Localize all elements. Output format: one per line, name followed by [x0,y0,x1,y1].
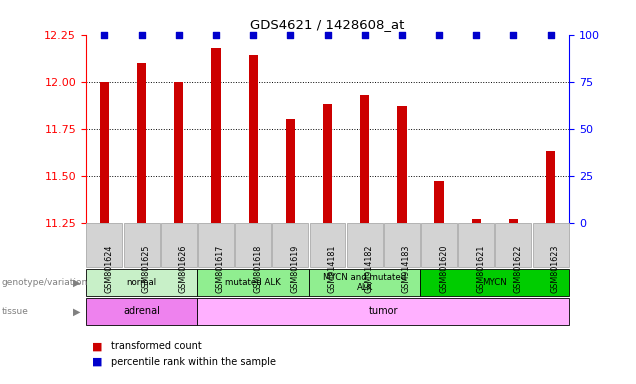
Bar [398,106,406,223]
Text: GSM801621: GSM801621 [476,245,485,293]
Text: ■: ■ [92,341,103,351]
Point [322,31,333,38]
Text: GSM914183: GSM914183 [402,245,411,293]
Bar [472,219,481,223]
Point [546,31,556,38]
Point [359,31,370,38]
Text: GSM914182: GSM914182 [364,245,374,293]
Text: percentile rank within the sample: percentile rank within the sample [111,357,276,367]
Text: tissue: tissue [1,307,28,316]
Text: GSM801624: GSM801624 [104,245,113,293]
Text: transformed count: transformed count [111,341,202,351]
Bar [509,219,518,223]
Text: GSM801623: GSM801623 [551,245,560,293]
Text: ▶: ▶ [73,278,81,288]
Bar [137,63,146,223]
Point [211,31,221,38]
Text: MYCN: MYCN [483,278,508,287]
Point [99,31,109,38]
Bar [434,181,444,223]
Text: GSM801625: GSM801625 [142,245,151,293]
Point [248,31,258,38]
Title: GDS4621 / 1428608_at: GDS4621 / 1428608_at [251,18,404,31]
Text: tumor: tumor [369,306,398,316]
Text: GSM914181: GSM914181 [328,245,336,293]
Point [434,31,444,38]
Point [137,31,147,38]
Text: MYCN and mutated
ALK: MYCN and mutated ALK [323,273,406,292]
Text: GSM801620: GSM801620 [439,245,448,293]
Text: ■: ■ [92,357,103,367]
Bar [100,82,109,223]
Text: GSM801619: GSM801619 [291,245,300,293]
Point [286,31,296,38]
Text: GSM801617: GSM801617 [216,245,225,293]
Text: GSM801622: GSM801622 [513,245,522,293]
Text: normal: normal [127,278,156,287]
Bar [323,104,332,223]
Point [174,31,184,38]
Text: GSM801626: GSM801626 [179,245,188,293]
Text: GSM801618: GSM801618 [253,245,262,293]
Bar [174,82,183,223]
Point [471,31,481,38]
Point [397,31,407,38]
Bar [546,151,555,223]
Text: adrenal: adrenal [123,306,160,316]
Bar [211,48,221,223]
Point [508,31,518,38]
Text: ▶: ▶ [73,306,81,316]
Bar [360,95,370,223]
Bar [249,55,258,223]
Text: genotype/variation: genotype/variation [1,278,88,287]
Bar [286,119,295,223]
Text: mutated ALK: mutated ALK [225,278,281,287]
